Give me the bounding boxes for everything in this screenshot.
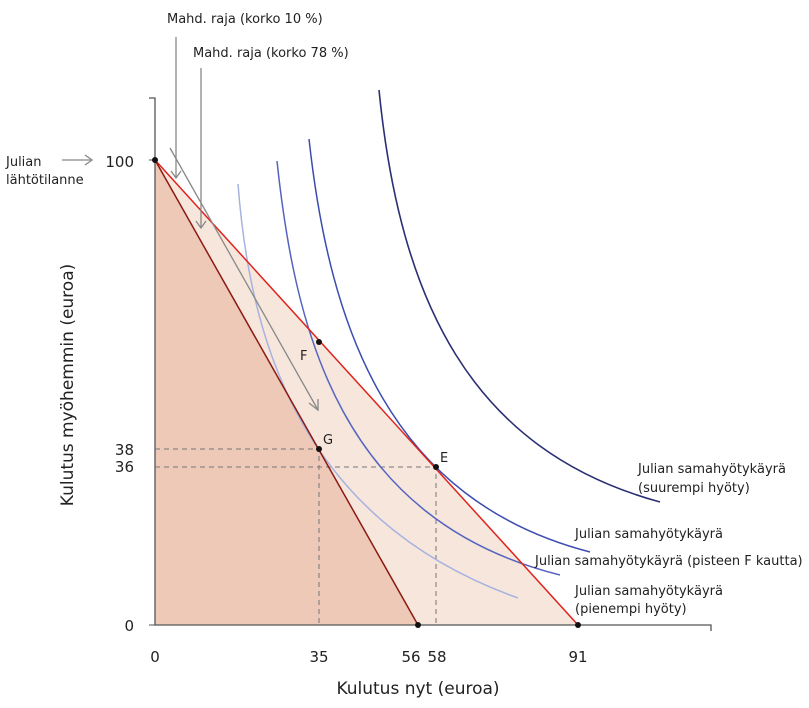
point-start [152, 157, 158, 163]
y-tick-label-0: 0 [124, 617, 134, 635]
y-tick-label-38: 38 [115, 441, 134, 459]
y-axis-label: Kulutus myöhemmin (euroa) [58, 264, 78, 506]
label-ic-high-2: (suurempi hyöty) [638, 481, 750, 496]
shift-arrowhead [308, 399, 319, 412]
label-ic-f: Julian samahyötykäyrä (pisteen F kautta) [534, 554, 803, 569]
indifference-curve-f [276, 160, 561, 576]
y-tick-label-100: 100 [105, 153, 134, 171]
label-start-1: Julian [5, 155, 42, 170]
x-tick-56: 56 [401, 648, 420, 666]
y-tick-label-36: 36 [115, 458, 134, 476]
shift-arrow [169, 147, 319, 411]
label-start-2: lähtötilanne [6, 173, 84, 188]
x-tick-58: 58 [427, 648, 446, 666]
arrowhead-start [84, 154, 94, 166]
indifference-curve-high [378, 89, 661, 503]
label-frontier-78: Mahd. raja (korko 78 %) [193, 46, 349, 61]
x-tick-0: 0 [150, 648, 160, 666]
x-axis-label: Kulutus nyt (euroa) [336, 679, 499, 699]
frontier-10-line [154, 159, 579, 626]
frontier-78-line [154, 159, 419, 626]
label-ic-high-1: Julian samahyötykäyrä [637, 462, 786, 477]
label-frontier-10: Mahd. raja (korko 10 %) [167, 12, 323, 27]
label-ic-low-2: (pienempi hyöty) [575, 602, 687, 617]
point-x91 [575, 622, 581, 628]
point-label-e: E [440, 451, 448, 466]
point-label-g: G [323, 433, 333, 448]
label-ic-mid: Julian samahyötykäyrä [574, 527, 723, 542]
indifference-curve-low [237, 183, 519, 599]
point-x56 [415, 622, 421, 628]
point-g [316, 446, 322, 452]
x-tick-91: 91 [568, 648, 587, 666]
indifference-curve-mid [308, 138, 591, 553]
point-e [433, 464, 439, 470]
label-ic-low-1: Julian samahyötykäyrä [574, 584, 723, 599]
x-tick-35: 35 [309, 648, 328, 666]
arrowhead-frontier-78 [195, 220, 207, 230]
point-f [316, 339, 322, 345]
arrowhead-frontier-10 [170, 170, 182, 180]
point-label-f: F [300, 349, 307, 364]
